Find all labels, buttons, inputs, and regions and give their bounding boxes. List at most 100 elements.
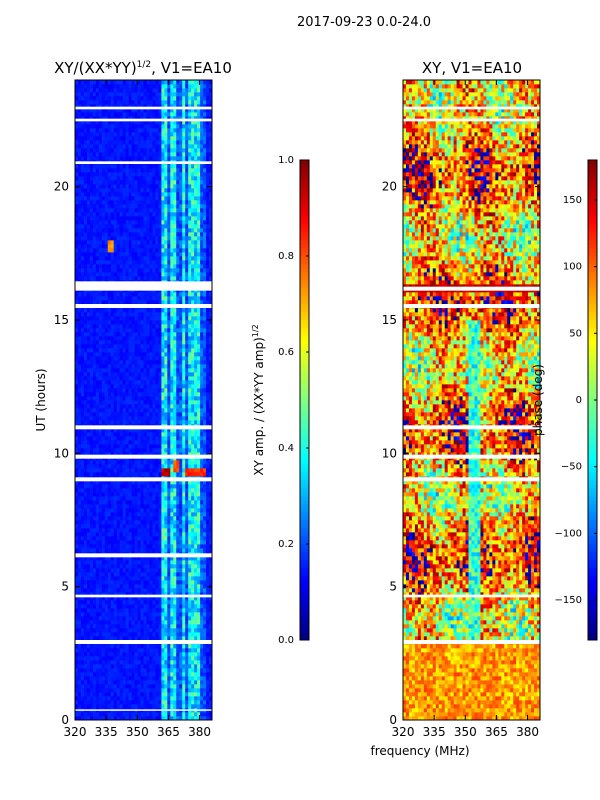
amplitude-cell [167, 384, 171, 389]
amplitude-cell [86, 516, 91, 521]
amplitude-cell [122, 300, 126, 305]
amplitude-cell [98, 344, 103, 349]
amplitude-cell [137, 540, 141, 545]
amplitude-cell [209, 596, 213, 601]
amplitude-cell [125, 296, 129, 301]
amplitude-cell [152, 380, 156, 385]
amplitude-cell [143, 524, 147, 529]
amplitude-cell [194, 680, 198, 685]
amplitude-cell [203, 628, 207, 633]
amplitude-cell [176, 664, 180, 669]
amplitude-cell [75, 696, 79, 701]
amplitude-cell [113, 504, 118, 509]
amplitude-cell [110, 608, 115, 613]
amplitude-cell [104, 680, 109, 685]
amplitude-cell [75, 524, 79, 529]
amplitude-cell [191, 344, 195, 349]
amplitude-cell [83, 716, 88, 721]
amplitude-cell [119, 508, 123, 513]
amplitude-cell [209, 404, 213, 409]
amplitude-cell [164, 352, 168, 357]
amplitude-cell [155, 628, 159, 633]
amplitude-cell [89, 312, 94, 317]
amplitude-cell [131, 372, 135, 377]
amplitude-cell [209, 472, 213, 477]
amplitude-cell [86, 300, 91, 305]
amplitude-cell [110, 484, 115, 489]
amplitude-cell [179, 332, 183, 337]
amplitude-cell [194, 692, 198, 697]
amplitude-cell [209, 712, 213, 717]
amplitude-cell [164, 448, 168, 453]
amplitude-cell [134, 692, 138, 697]
amplitude-cell [140, 480, 144, 485]
amplitude-cell [75, 604, 79, 609]
amplitude-cell [98, 624, 103, 629]
amplitude-cell [188, 484, 192, 489]
amplitude-cell [170, 404, 174, 409]
amplitude-cell [137, 528, 141, 533]
amplitude-cell [209, 372, 213, 377]
amplitude-cell [101, 432, 106, 437]
amplitude-cell [128, 376, 132, 381]
amplitude-cell [185, 576, 189, 581]
amplitude-cell [188, 444, 192, 449]
amplitude-cell [101, 684, 106, 689]
amplitude-cell [122, 472, 126, 477]
amplitude-cell [152, 520, 156, 525]
amplitude-cell [92, 472, 97, 477]
amplitude-cell [170, 692, 174, 697]
amplitude-cell [131, 348, 135, 353]
amplitude-cell [98, 712, 103, 717]
amplitude-cell [155, 544, 159, 549]
amplitude-cell [182, 616, 186, 621]
amplitude-cell [89, 480, 94, 485]
amplitude-cell [179, 308, 183, 313]
amplitude-cell [155, 564, 159, 569]
amplitude-cell [89, 692, 94, 697]
amplitude-cell [107, 316, 112, 321]
amplitude-cell [83, 480, 88, 485]
amplitude-cell [188, 608, 192, 613]
amplitude-cell [173, 504, 177, 509]
amplitude-cell [194, 508, 198, 513]
amplitude-cell [188, 296, 192, 301]
amplitude-cell [146, 664, 150, 669]
amplitude-cell [197, 436, 201, 441]
amplitude-cell [176, 600, 180, 605]
amplitude-cell [113, 428, 118, 433]
amplitude-cell [101, 512, 106, 517]
amplitude-cell [155, 692, 159, 697]
amplitude-cell [143, 612, 147, 617]
amplitude-cell [140, 648, 144, 653]
amplitude-cell [80, 416, 85, 421]
amplitude-cell [137, 452, 141, 457]
amplitude-cell [131, 600, 135, 605]
amplitude-cell [152, 508, 156, 513]
amplitude-cell [104, 448, 109, 453]
amplitude-cell [191, 576, 195, 581]
amplitude-cell [125, 340, 129, 345]
amplitude-cell [122, 308, 126, 313]
amplitude-cell [161, 464, 165, 469]
amplitude-cell [128, 560, 132, 565]
amplitude-cell [101, 352, 106, 357]
amplitude-cell [164, 440, 168, 445]
amplitude-cell [110, 556, 115, 561]
amplitude-cell [137, 564, 141, 569]
amplitude-cell [161, 496, 165, 501]
amplitude-cell [143, 680, 147, 685]
amplitude-cell [179, 600, 183, 605]
amplitude-cell [155, 376, 159, 381]
amplitude-cell [167, 660, 171, 665]
amplitude-cell [170, 628, 174, 633]
amplitude-cell [185, 392, 189, 397]
amplitude-cell [155, 452, 159, 457]
amplitude-cell [182, 692, 186, 697]
amplitude-cell [149, 360, 153, 365]
amplitude-cell [182, 388, 186, 393]
amplitude-cell [176, 452, 180, 457]
amplitude-cell [146, 532, 150, 537]
amplitude-cell [131, 500, 135, 505]
amplitude-cell [119, 672, 123, 677]
